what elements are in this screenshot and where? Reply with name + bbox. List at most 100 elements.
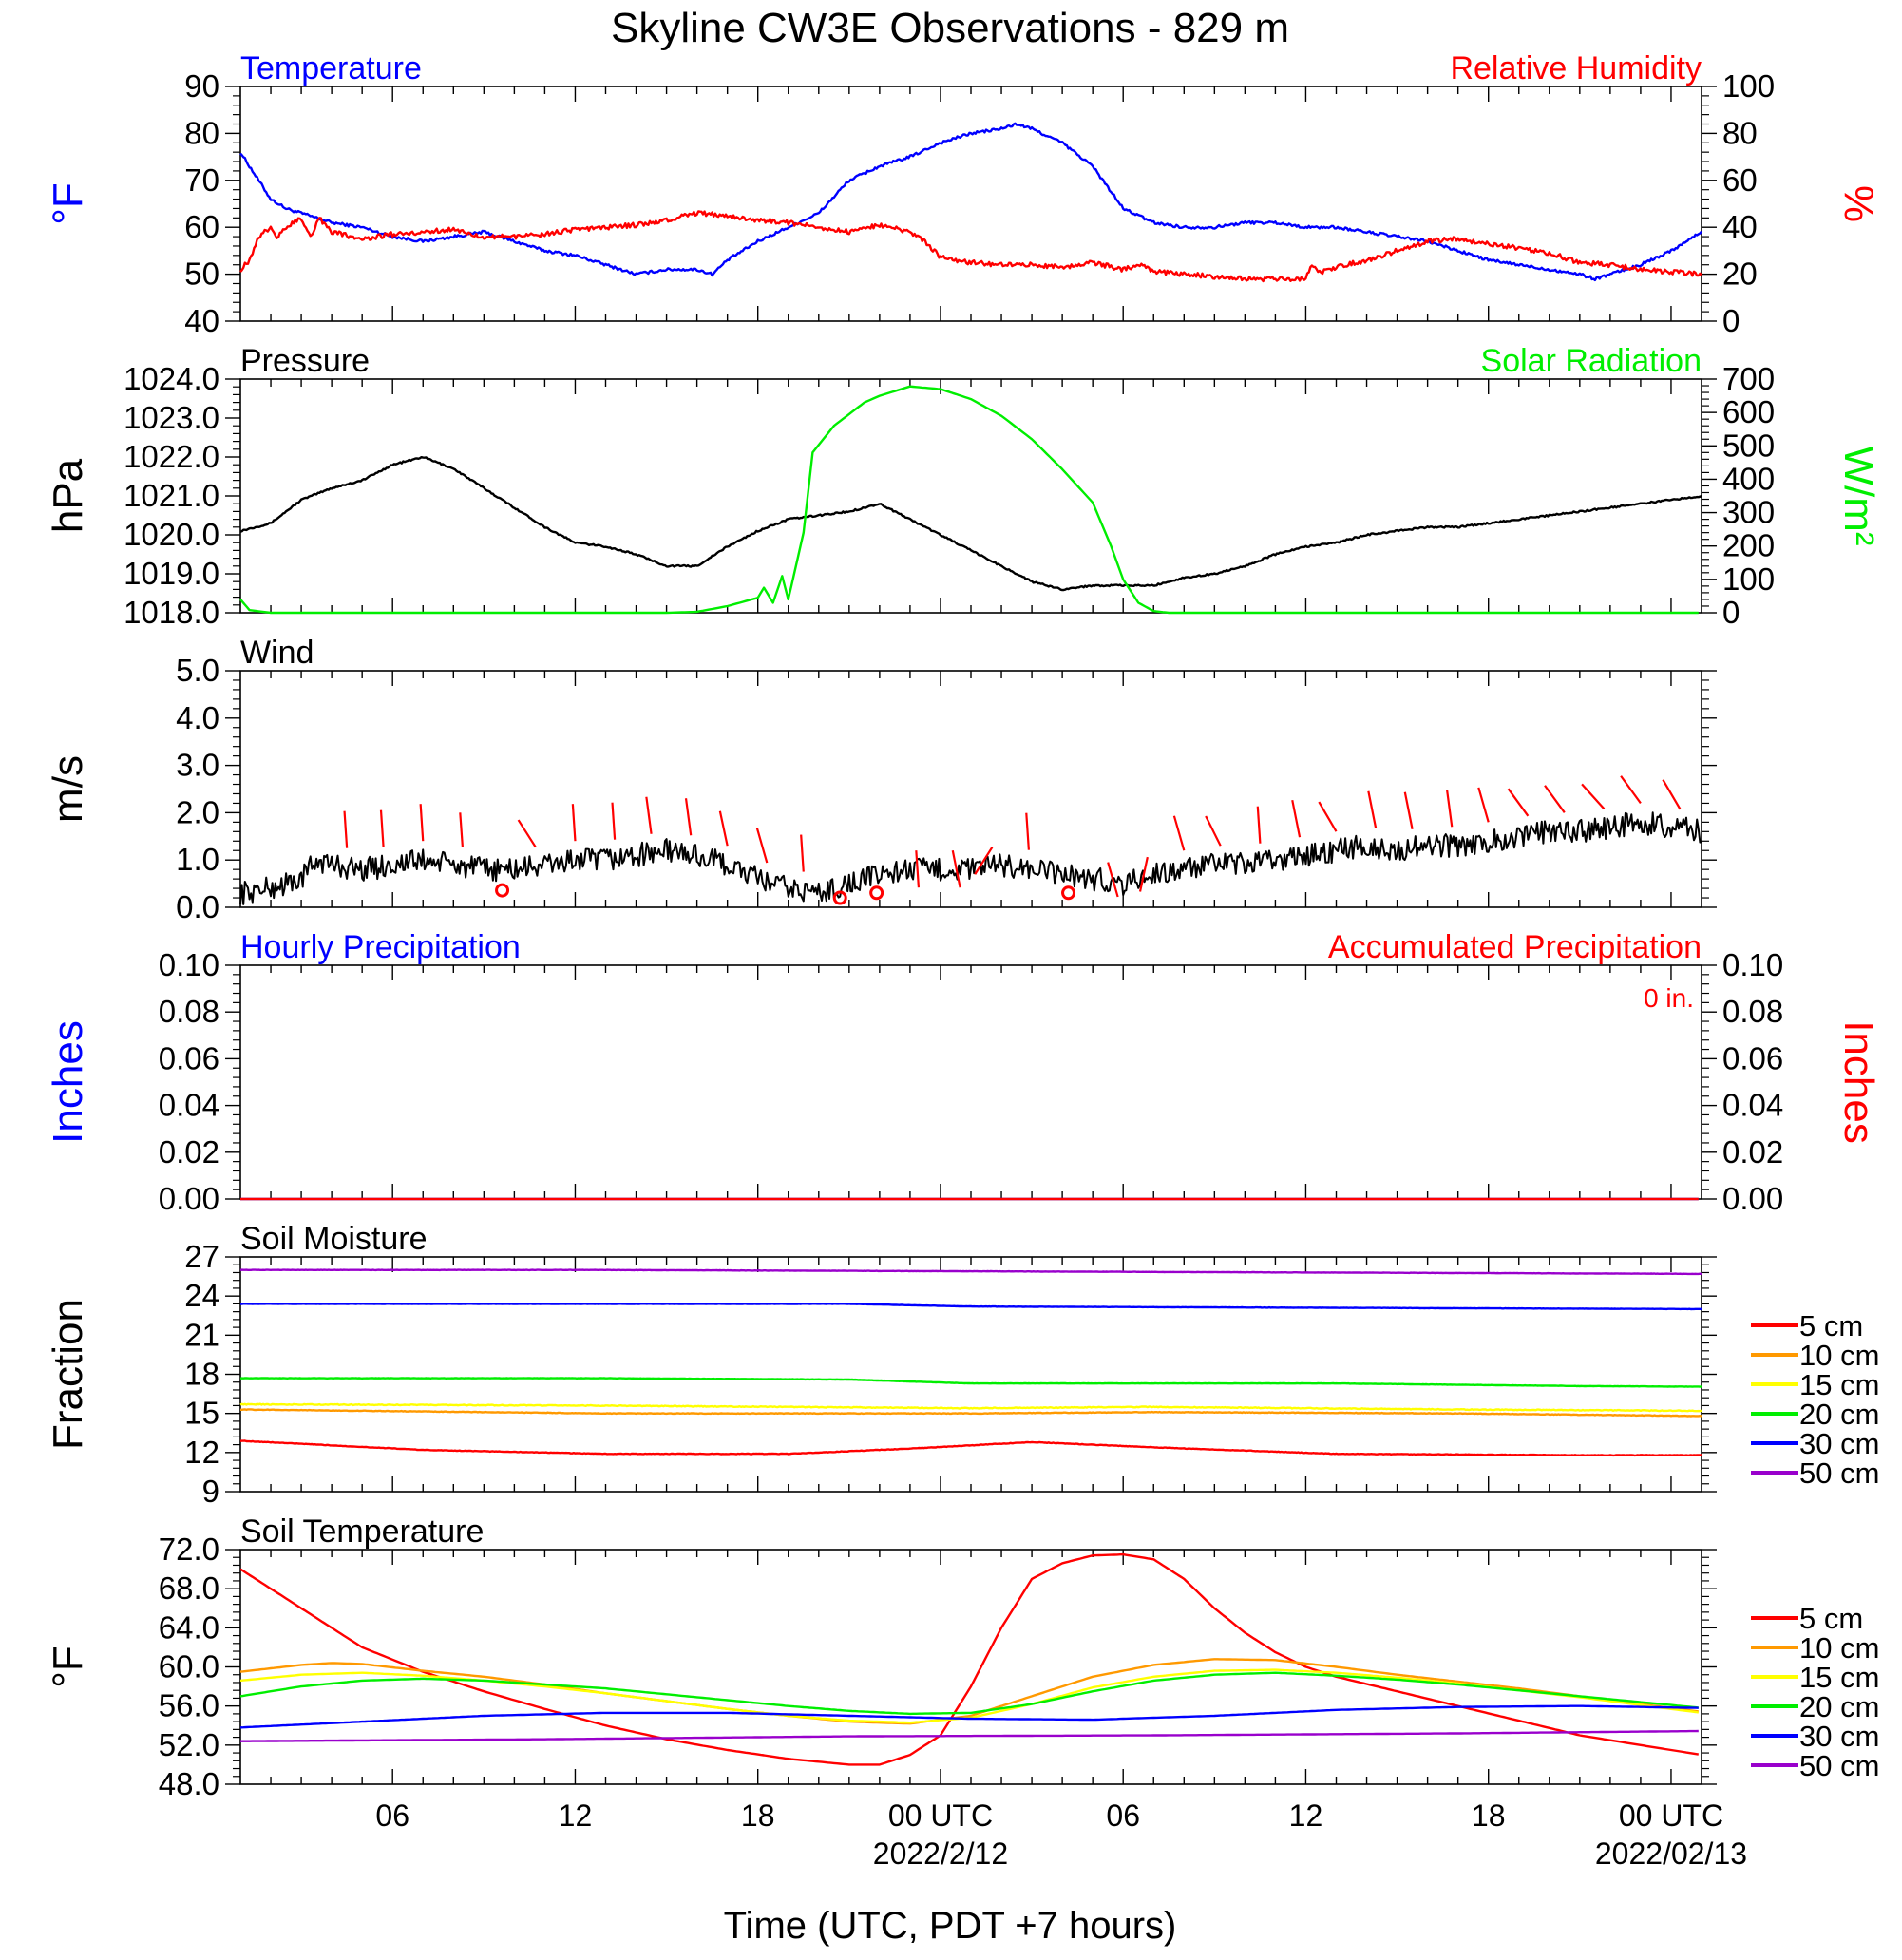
wind-barb — [1507, 788, 1530, 817]
panel-pressure_solar: 1018.0 1019.0 1020.0 1021.0 1022.0 1023.0 1024… — [45, 343, 1882, 630]
y-tick-label-right: 0.04 — [1722, 1088, 1783, 1123]
y-tick-label-right: 0.06 — [1722, 1040, 1783, 1075]
wind-barb — [1256, 806, 1262, 844]
y-tick-label-left: 48.0 — [159, 1766, 219, 1801]
panel-soil_moisture: 9 12 15 18 21 24 27 Soil Moisture Fraction 5 cm10… — [45, 1221, 1879, 1509]
y-tick-label-left: 2.0 — [176, 794, 219, 829]
y-tick-label-left: 15 — [184, 1396, 219, 1431]
wind-barb — [611, 802, 617, 840]
legend-label: 15 cm — [1799, 1661, 1879, 1694]
y-tick-label-right: 400 — [1722, 461, 1775, 496]
panel-title-right: Solar Radiation — [1481, 343, 1702, 379]
wind-barb — [755, 828, 769, 864]
y-tick-label-left: 0.08 — [159, 994, 219, 1029]
series-line — [239, 1439, 1702, 1457]
panel-frame — [239, 1256, 1702, 1493]
wind-barb — [379, 809, 385, 847]
wind-barb — [974, 847, 994, 875]
y-tick-label-right: 0.02 — [1722, 1134, 1783, 1170]
y-tick-label-right: 0 — [1722, 303, 1740, 338]
y-tick-label-left: 0.06 — [159, 1040, 219, 1075]
legend-label: 5 cm — [1799, 1602, 1863, 1635]
wind-barb — [1025, 812, 1030, 850]
wind-calm-marker — [1061, 885, 1076, 901]
y-tick-label-left: 0.04 — [159, 1088, 219, 1123]
wind-barb — [571, 804, 577, 842]
y-tick-label-right: 0.10 — [1722, 947, 1783, 982]
series-line — [239, 1268, 1702, 1276]
accumulated-precip-annotation: 0 in. — [1644, 983, 1694, 1013]
y-tick-label-left: 64.0 — [159, 1609, 219, 1645]
wind-barb — [1581, 783, 1606, 810]
y-tick-label-left: 1021.0 — [124, 478, 219, 513]
panel-title-right: Accumulated Precipitation — [1328, 929, 1702, 965]
panel-frame — [239, 86, 1702, 322]
y-tick-label-right: 60 — [1722, 162, 1758, 198]
y-axis-label-right: % — [1835, 185, 1882, 222]
wind-barb — [800, 834, 805, 872]
y-tick-label-left: 70 — [184, 162, 219, 198]
y-tick-label-right: 20 — [1722, 257, 1758, 292]
wind-calm-marker — [495, 883, 510, 898]
x-tick-label: 12 — [559, 1798, 593, 1833]
legend-label: 5 cm — [1799, 1309, 1863, 1342]
y-tick-label-left: 0.0 — [176, 889, 219, 924]
y-tick-label-left: 56.0 — [159, 1688, 219, 1723]
series-line — [240, 1408, 1702, 1418]
legend-label: 10 cm — [1799, 1631, 1879, 1665]
y-tick-label-right: 40 — [1722, 209, 1758, 244]
y-tick-label-left: 80 — [184, 115, 219, 150]
wind-barb — [1477, 787, 1490, 823]
panel-title-left: Wind — [240, 635, 314, 671]
y-axis-label-left: m/s — [45, 755, 91, 823]
wind-barb — [419, 804, 425, 842]
legend-label: 30 cm — [1799, 1720, 1879, 1753]
y-tick-label-left: 0.02 — [159, 1134, 219, 1170]
y-tick-label-right: 0.08 — [1722, 994, 1783, 1029]
series-line — [239, 1658, 1699, 1725]
x-tick-label: 06 — [375, 1798, 409, 1833]
y-tick-label-left: 50 — [184, 257, 219, 292]
panel-frame — [239, 964, 1702, 1200]
y-axis-label-left: hPa — [45, 458, 91, 533]
y-tick-label-right: 500 — [1722, 428, 1775, 463]
y-tick-label-left: 0.10 — [159, 947, 219, 982]
panel-title-left: Temperature — [240, 50, 422, 86]
panel-wind: 0.0 1.0 2.0 3.0 4.0 5.0 Wind m/s — [45, 635, 1717, 924]
series-line — [239, 811, 1702, 905]
panel-soil_temp: 48.0 52.0 56.0 60.0 64.068.072.0 Soil Tempera… — [45, 1513, 1879, 1871]
series-line — [239, 210, 1702, 283]
panel-title-left: Hourly Precipitation — [240, 929, 521, 965]
wind-barb — [343, 810, 349, 848]
y-tick-label-left: 1019.0 — [124, 556, 219, 591]
x-tick-label: 00 UTC — [1619, 1798, 1723, 1833]
y-tick-label-left: 60.0 — [159, 1649, 219, 1684]
y-tick-label-right: 100 — [1722, 561, 1775, 597]
series-line — [239, 456, 1702, 592]
wind-barb — [1445, 790, 1454, 828]
y-tick-label-left: 4.0 — [176, 700, 219, 735]
series-line — [240, 1303, 1702, 1311]
series-line — [239, 1402, 1702, 1413]
y-tick-label-right: 80 — [1722, 115, 1758, 150]
wind-barb — [718, 810, 729, 847]
y-axis-label-left: Fraction — [45, 1299, 91, 1450]
series-line — [239, 1552, 1699, 1766]
y-tick-label-left: 1018.0 — [124, 595, 219, 630]
y-tick-label-right: 700 — [1722, 361, 1775, 396]
y-tick-label-left: 0.00 — [159, 1181, 219, 1216]
y-tick-label-left: 72.0 — [159, 1532, 219, 1567]
y-tick-label-left: 60 — [184, 209, 219, 244]
legend-label: 10 cm — [1799, 1339, 1879, 1372]
legend-label: 15 cm — [1799, 1368, 1879, 1401]
wind-barb — [1662, 779, 1682, 810]
x-tick-label: 00 UTC — [888, 1798, 993, 1833]
wind-calm-marker — [832, 890, 847, 905]
x-date-label: 2022/2/12 — [873, 1836, 1008, 1871]
y-axis-label-left: °F — [45, 1646, 91, 1687]
panel-frame — [239, 1549, 1702, 1785]
series-line — [240, 1729, 1699, 1742]
wind-barb — [1172, 815, 1186, 851]
